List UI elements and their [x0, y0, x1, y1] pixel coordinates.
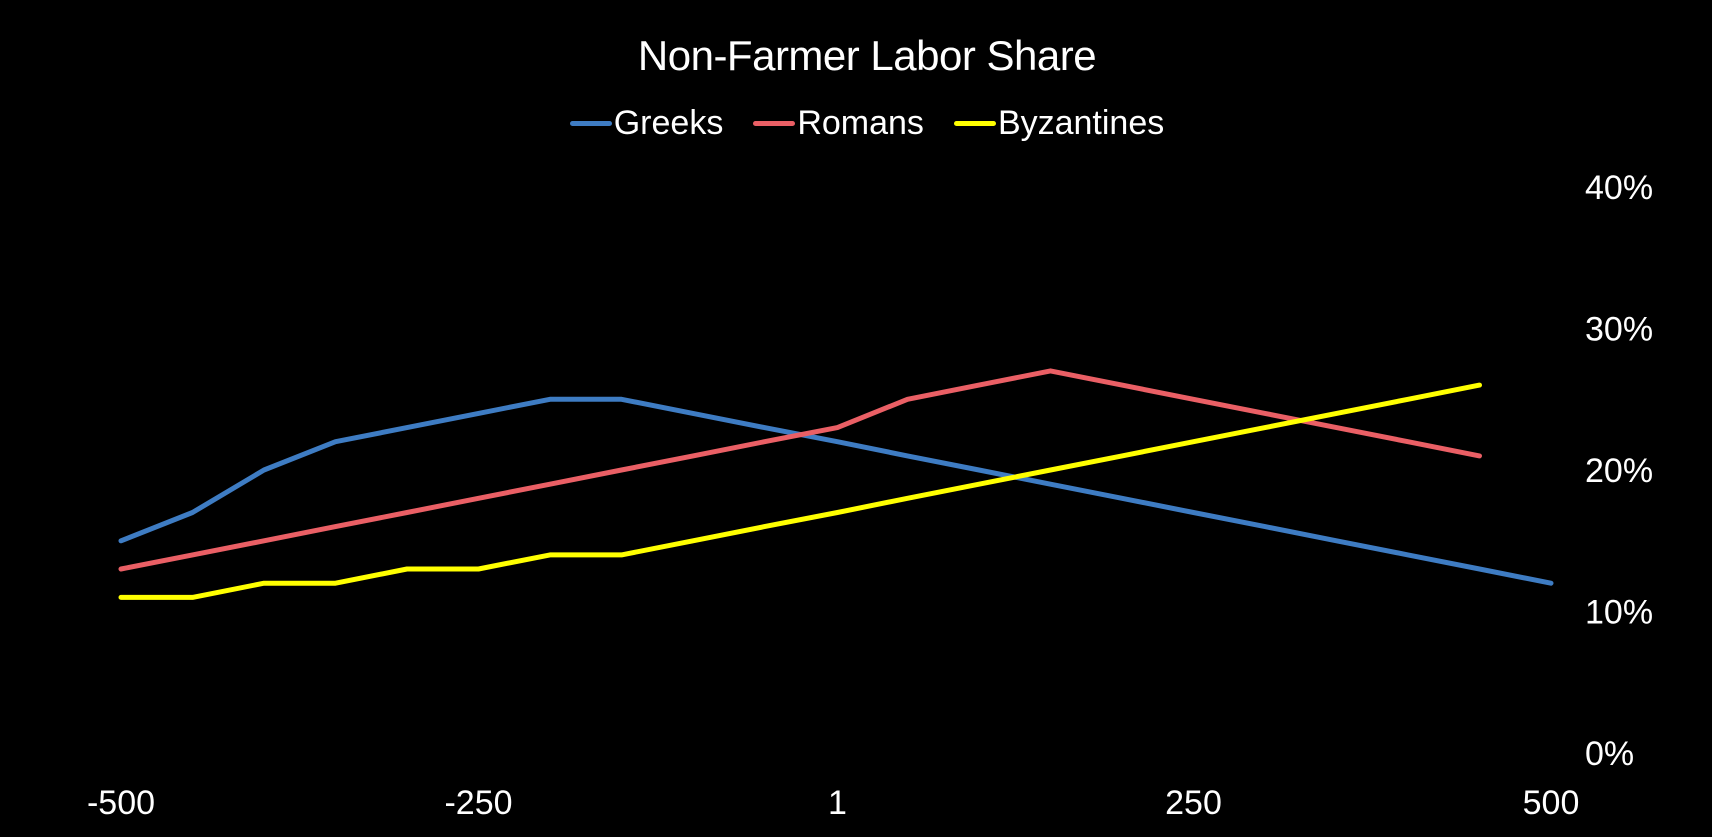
series-line-romans [118, 368, 1482, 572]
series-line-byzantines [118, 382, 1482, 600]
y-tick-label: 30% [1585, 311, 1653, 349]
x-tick-label: -500 [87, 784, 155, 822]
legend-item-byzantines: Byzantines [953, 104, 1165, 143]
chart-title: Non-Farmer Labor Share [637, 32, 1097, 79]
x-tick-label: -250 [444, 784, 512, 822]
y-tick-label: 40% [1585, 169, 1653, 207]
legend-swatch-greeks [569, 121, 612, 126]
y-tick-label: 10% [1585, 594, 1653, 632]
legend-label-romans: Romans [797, 104, 924, 142]
legend-item-romans: Romans [753, 104, 924, 143]
y-tick-label: 0% [1585, 735, 1634, 773]
legend-label-byzantines: Byzantines [997, 104, 1165, 142]
legend-swatch-romans [753, 121, 796, 126]
series-line-greeks [118, 396, 1554, 586]
chart-legend: Greeks Romans Byzantines [0, 104, 1712, 143]
x-tick-label: 1 [828, 784, 847, 822]
y-tick-label: 20% [1585, 452, 1653, 490]
x-tick-label: 500 [1523, 784, 1580, 822]
legend-swatch-byzantines [953, 121, 996, 126]
legend-label-greeks: Greeks [613, 104, 724, 142]
legend-item-greeks: Greeks [569, 104, 724, 143]
x-tick-label: 250 [1165, 784, 1222, 822]
